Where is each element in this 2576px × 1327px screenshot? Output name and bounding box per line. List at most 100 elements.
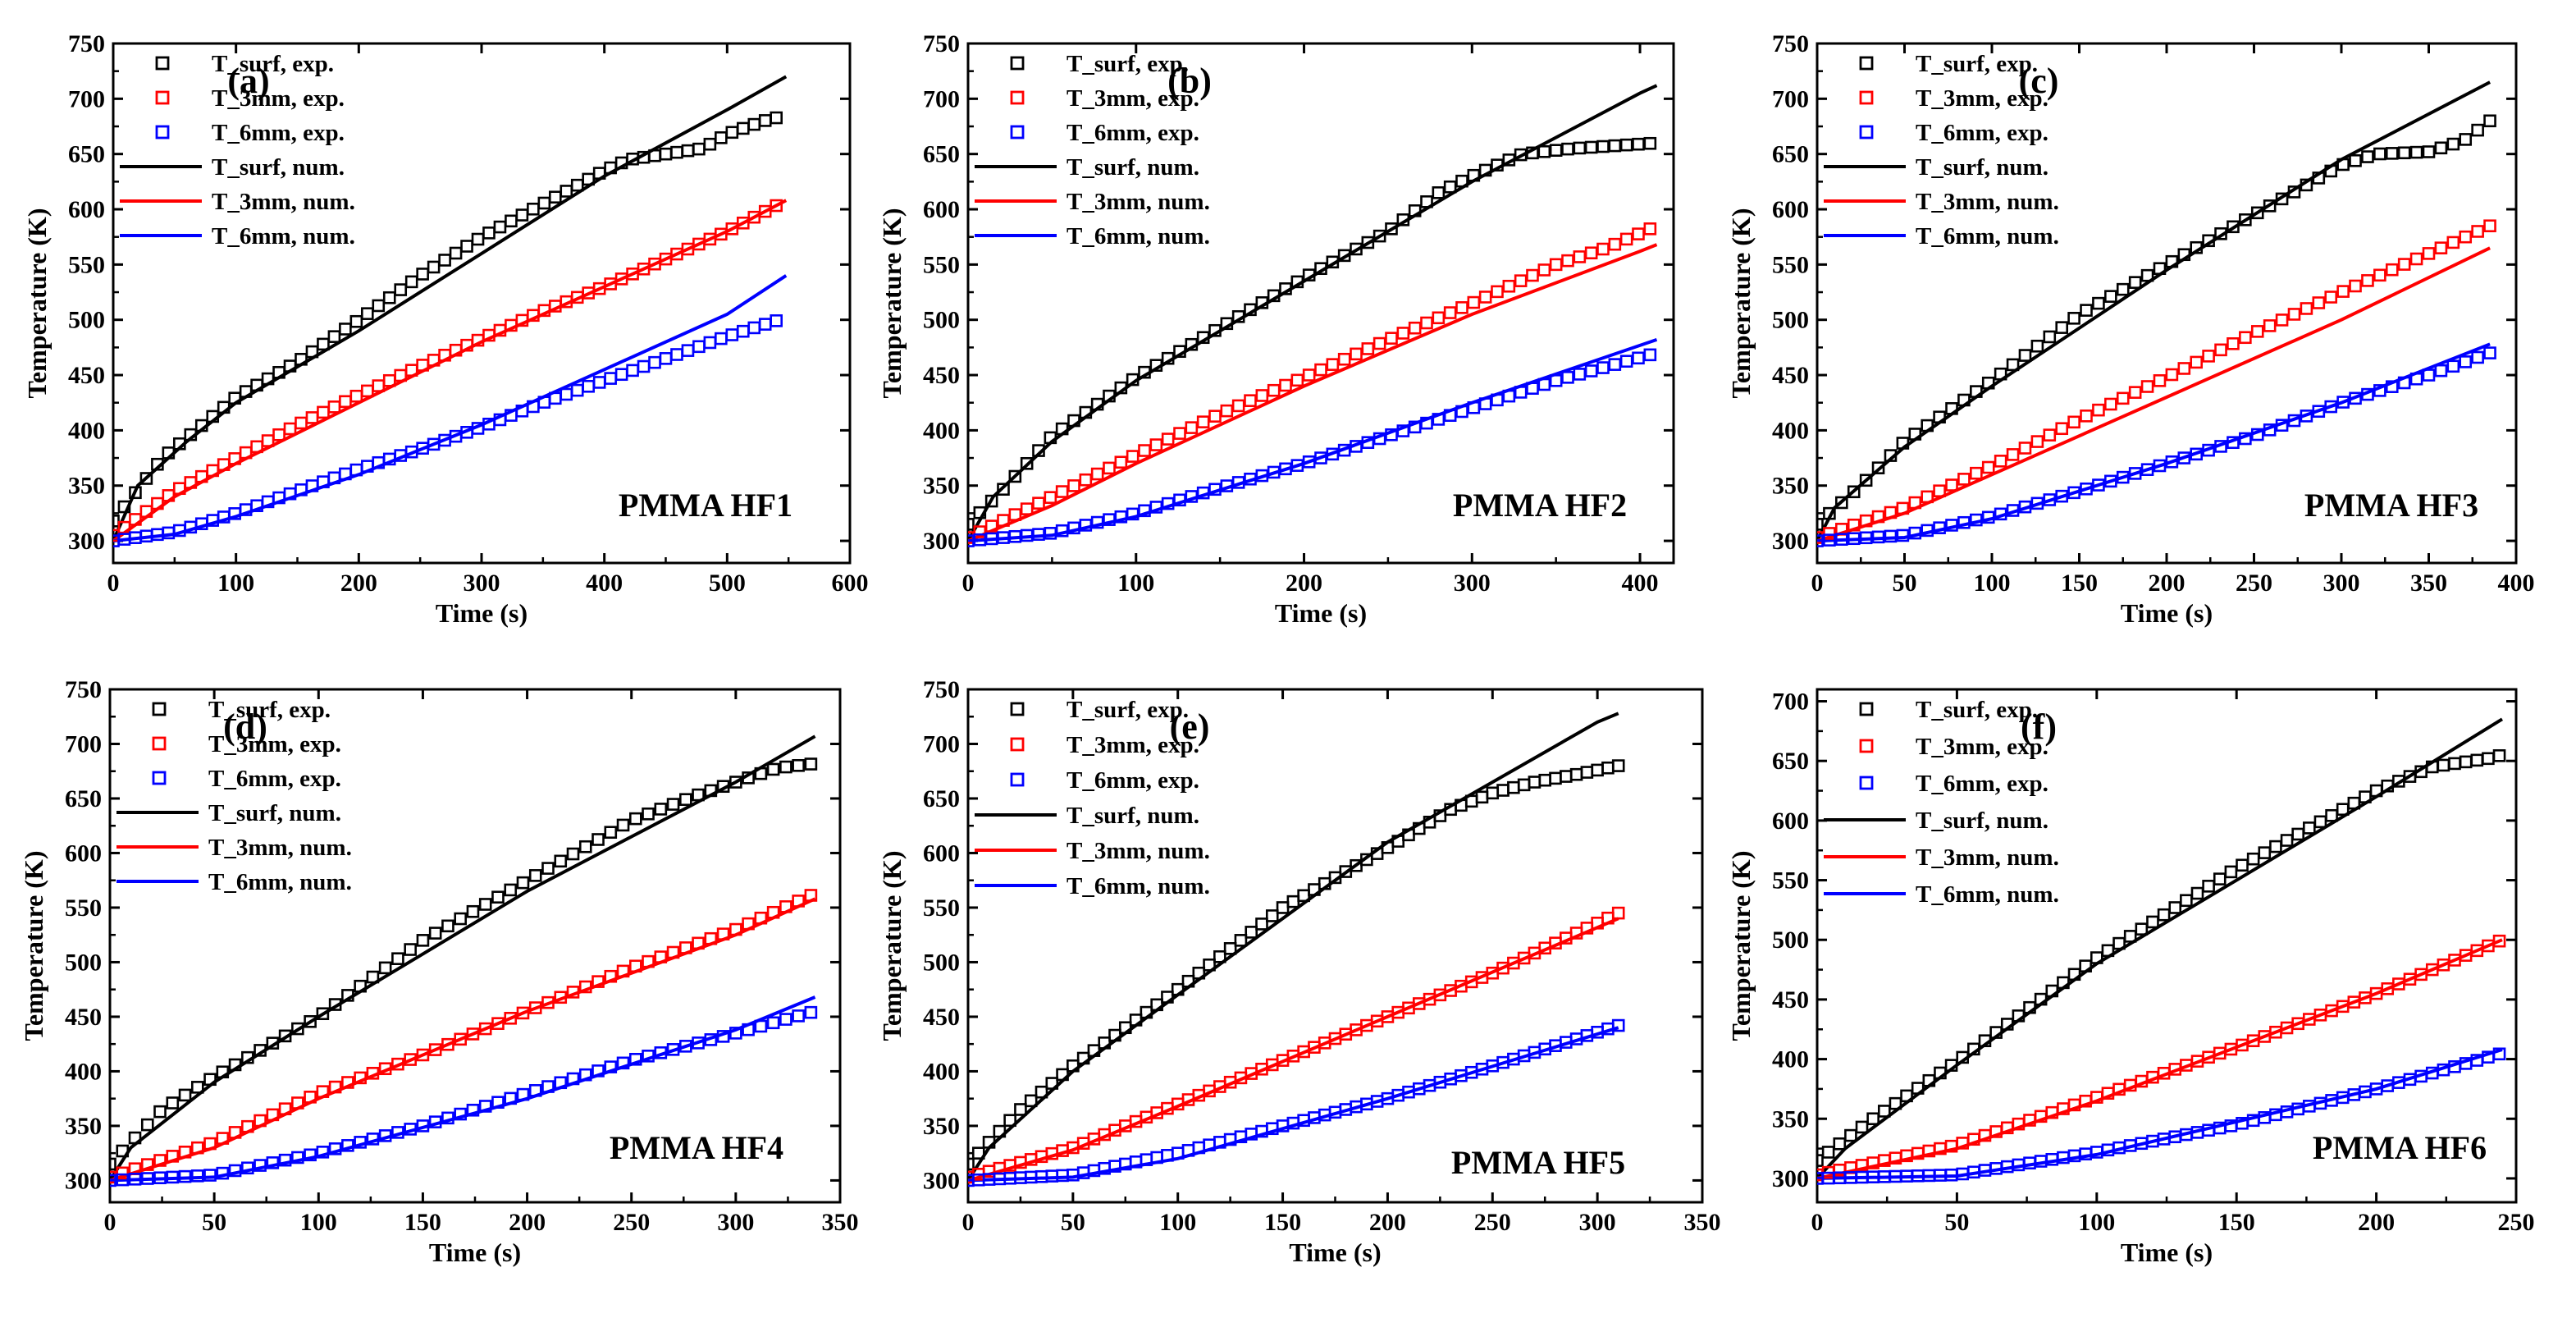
- exp-marker-surf: [2153, 262, 2167, 276]
- exp-marker-6mm: [725, 328, 739, 341]
- exp-marker-6mm: [1549, 373, 1563, 387]
- exp-marker-surf: [1079, 405, 1093, 419]
- exp-marker-3mm: [266, 1108, 280, 1122]
- exp-marker-3mm: [1443, 306, 1457, 319]
- exp-marker-6mm: [2043, 493, 2057, 506]
- exp-marker-surf: [1267, 289, 1281, 303]
- exp-marker-6mm: [2202, 443, 2215, 457]
- y-tick-label: 400: [68, 417, 105, 444]
- exp-marker-3mm: [317, 405, 330, 419]
- y-tick-label: 400: [1772, 417, 1809, 444]
- exp-marker-6mm: [504, 1091, 518, 1105]
- exp-marker-6mm: [1326, 447, 1340, 461]
- exp-marker-surf: [404, 275, 418, 289]
- exp-marker-surf: [1855, 1120, 1869, 1134]
- exp-marker-surf: [1989, 1026, 2003, 1039]
- exp-marker-3mm: [1079, 473, 1093, 487]
- exp-marker-surf: [616, 818, 630, 832]
- exp-marker-surf: [1032, 444, 1045, 457]
- exp-marker-surf: [449, 246, 463, 260]
- exp-marker-3mm: [1549, 258, 1563, 272]
- exp-marker-surf: [1538, 773, 1552, 787]
- exp-marker-6mm: [404, 1123, 417, 1136]
- x-tick-label: 300: [1579, 1209, 1616, 1236]
- exp-marker-surf: [117, 500, 131, 514]
- exp-marker-6mm: [1385, 428, 1398, 442]
- exp-marker-surf: [1024, 1094, 1038, 1108]
- exp-marker-3mm: [716, 927, 730, 940]
- legend-marker-6mm: [1859, 776, 1874, 790]
- legend-entry: T_3mm, num.: [1066, 838, 1210, 864]
- exp-marker-surf: [703, 137, 717, 151]
- exp-marker-3mm: [316, 1085, 330, 1098]
- exp-marker-3mm: [416, 1048, 430, 1062]
- y-tick-label: 350: [923, 1113, 960, 1140]
- exp-marker-surf: [339, 323, 352, 336]
- legend-entry: T_surf, exp.: [212, 51, 334, 77]
- exp-marker-surf: [2312, 172, 2326, 185]
- exp-marker-surf: [113, 515, 120, 528]
- panel-title: PMMA HF2: [1453, 487, 1627, 524]
- panel-b: 0 100 200 300 400 300 350 400 450 500 550 600 650 700…: [877, 30, 1675, 628]
- exp-marker-3mm: [984, 519, 998, 533]
- exp-marker-3mm: [328, 1080, 342, 1094]
- exp-marker-surf: [566, 847, 580, 861]
- y-tick-label: 700: [923, 85, 960, 112]
- exp-marker-3mm: [779, 900, 792, 913]
- exp-marker-6mm: [2263, 423, 2277, 437]
- exp-marker-6mm: [2275, 419, 2289, 432]
- legend-entry: T_3mm, exp.: [1066, 85, 1199, 112]
- exp-marker-surf: [1108, 1028, 1121, 1042]
- exp-marker-6mm: [1619, 355, 1633, 368]
- exp-marker-6mm: [1611, 1018, 1625, 1032]
- exp-marker-surf: [493, 220, 507, 234]
- x-tick-label: 600: [832, 570, 869, 597]
- exp-marker-surf: [1619, 138, 1633, 152]
- y-tick-label: 650: [1772, 748, 1809, 775]
- exp-marker-3mm: [2263, 319, 2277, 332]
- exp-marker-3mm: [1020, 502, 1034, 515]
- exp-marker-surf: [162, 446, 176, 460]
- exp-marker-surf: [1945, 402, 1958, 415]
- y-tick-label: 650: [68, 141, 105, 168]
- exp-marker-3mm: [349, 389, 363, 403]
- exp-marker-surf: [454, 912, 468, 926]
- exp-marker-surf: [2349, 153, 2362, 167]
- exp-marker-surf: [515, 208, 529, 222]
- exp-marker-6mm: [1208, 483, 1222, 496]
- legend-marker-6mm: [1010, 772, 1025, 787]
- y-tick-label: 750: [923, 676, 960, 703]
- legend-entry: T_3mm, exp.: [208, 731, 341, 757]
- exp-marker-6mm: [570, 383, 584, 397]
- exp-marker-surf: [2079, 959, 2092, 972]
- x-tick-label: 300: [464, 570, 500, 597]
- exp-marker-3mm: [203, 1137, 217, 1151]
- exp-marker-6mm: [416, 1119, 430, 1133]
- exp-marker-surf: [1279, 282, 1292, 295]
- exp-marker-6mm: [2409, 372, 2423, 386]
- exp-marker-surf: [1337, 249, 1351, 263]
- exp-marker-surf: [642, 807, 655, 821]
- exp-marker-3mm: [241, 1119, 254, 1133]
- exp-marker-6mm: [1608, 358, 1622, 371]
- exp-marker-3mm: [283, 422, 297, 436]
- exp-marker-3mm: [654, 950, 668, 963]
- exp-marker-3mm: [1255, 389, 1269, 402]
- num-line-surf: [113, 75, 788, 542]
- exp-marker-3mm: [216, 1132, 230, 1145]
- y-tick-label: 600: [923, 196, 960, 223]
- exp-marker-surf: [1432, 186, 1446, 199]
- exp-marker-surf: [2482, 752, 2495, 766]
- exp-marker-surf: [184, 428, 198, 442]
- exp-marker-6mm: [1537, 378, 1551, 391]
- exp-marker-6mm: [2349, 391, 2362, 405]
- exp-marker-6mm: [1079, 519, 1093, 532]
- exp-marker-6mm: [304, 1148, 317, 1162]
- exp-marker-6mm: [2177, 451, 2191, 464]
- exp-marker-6mm: [2446, 359, 2460, 373]
- exp-marker-6mm: [316, 1146, 330, 1159]
- x-tick-label: 250: [2236, 570, 2272, 597]
- exp-marker-surf: [1601, 761, 1615, 775]
- legend-marker-6mm: [1859, 125, 1874, 140]
- exp-marker-6mm: [716, 1030, 730, 1043]
